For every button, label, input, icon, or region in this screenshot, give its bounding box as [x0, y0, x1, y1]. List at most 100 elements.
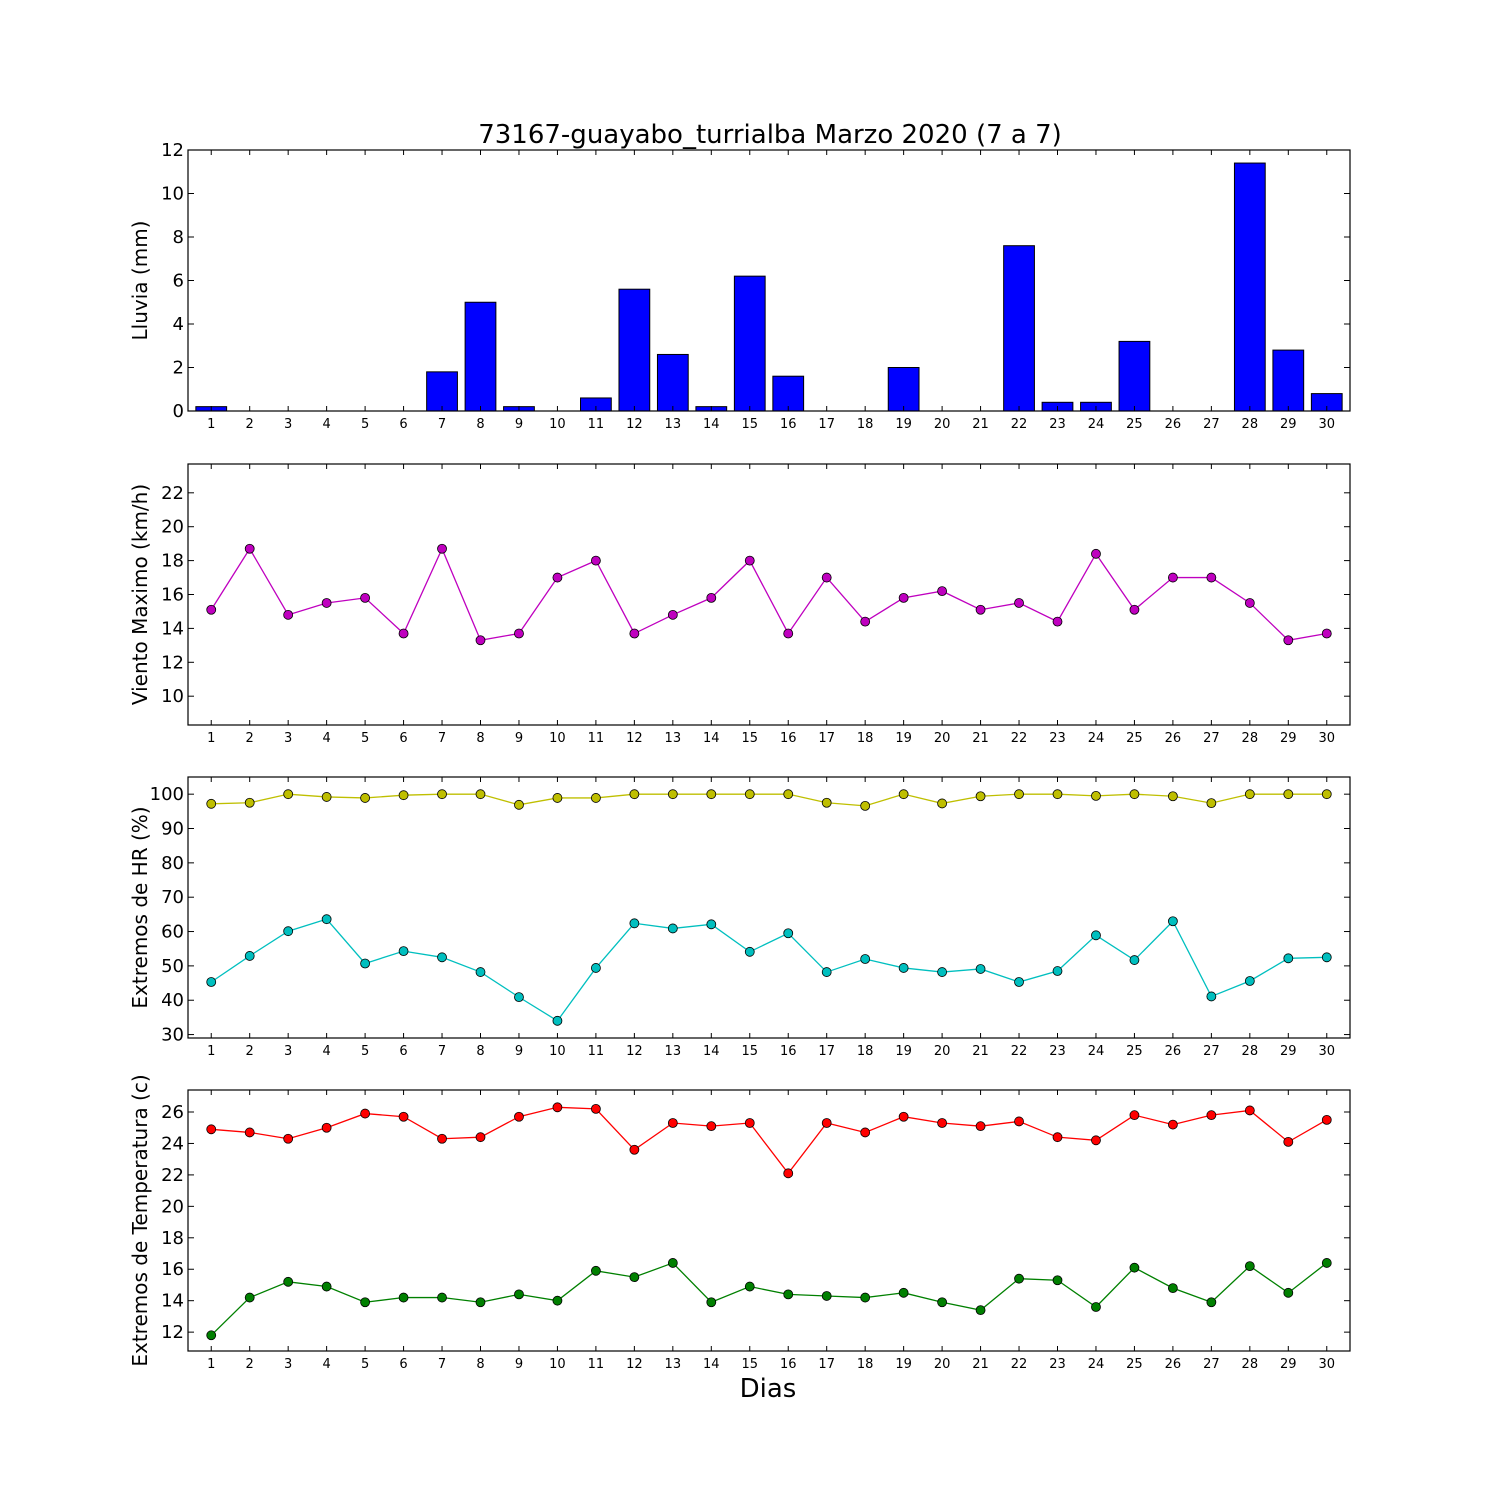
x-tick-label: 23 [1049, 731, 1066, 746]
y-tick-label: 10 [161, 686, 184, 707]
y-tick-label: 12 [161, 1322, 184, 1343]
point-s0-day-21 [975, 791, 986, 802]
point-s0-day-24 [1091, 548, 1101, 559]
point-s0-day-6 [398, 1111, 409, 1122]
x-tick-label: 10 [549, 731, 566, 746]
point-s0-day-14 [706, 592, 717, 603]
x-tick-label: 7 [438, 1044, 446, 1059]
x-tick-label: 22 [1011, 1044, 1028, 1059]
x-tick-label: 19 [895, 417, 912, 432]
point-s1-day-8 [475, 967, 486, 977]
plot-frame [187, 776, 1351, 1039]
y-tick-label: 4 [173, 314, 184, 335]
y-tick-label: 12 [161, 140, 184, 161]
x-tick-label: 3 [284, 731, 292, 746]
y-tick-label: 12 [161, 652, 184, 673]
point-s1-day-27 [1206, 1297, 1217, 1308]
x-tick-label: 9 [515, 1044, 523, 1059]
point-s0-day-23 [1052, 789, 1063, 800]
point-s0-day-19 [898, 592, 909, 603]
point-s0-day-9 [514, 799, 524, 810]
point-s1-day-2 [244, 1292, 255, 1303]
point-s0-day-11 [591, 793, 601, 803]
plot-frame [187, 149, 1351, 412]
x-tick-label: 13 [665, 731, 682, 746]
x-tick-label: 24 [1088, 1357, 1105, 1372]
point-s1-day-21 [975, 1305, 986, 1316]
point-s0-day-4 [321, 792, 332, 802]
x-tick-label: 16 [780, 731, 797, 746]
point-s0-day-3 [283, 1133, 294, 1144]
point-s1-day-8 [475, 1297, 486, 1308]
x-tick-label: 9 [515, 417, 523, 432]
point-s0-day-25 [1129, 1110, 1140, 1121]
x-tick-label: 9 [515, 1357, 523, 1372]
point-s0-day-29 [1283, 1136, 1294, 1147]
x-tick-label: 17 [818, 417, 835, 432]
point-s1-day-27 [1206, 991, 1217, 1002]
x-tick-label: 23 [1049, 1044, 1066, 1059]
x-tick-label: 14 [703, 1357, 720, 1372]
point-s0-day-21 [975, 1121, 986, 1132]
y-axis-label: Extremos de HR (%) [128, 806, 152, 1008]
x-tick-label: 16 [780, 417, 797, 432]
point-s1-day-19 [898, 963, 909, 973]
point-s1-day-19 [898, 1287, 909, 1298]
bar-day-29 [1272, 349, 1305, 412]
x-tick-label: 24 [1088, 417, 1105, 432]
y-tick-label: 90 [161, 819, 184, 840]
x-tick-label: 14 [703, 731, 720, 746]
point-s0-day-1 [206, 1124, 217, 1135]
x-tick-label: 8 [476, 417, 484, 432]
point-s0-day-3 [283, 609, 294, 620]
point-s1-day-4 [321, 1281, 332, 1292]
point-s1-day-18 [860, 954, 871, 964]
point-s0-day-12 [629, 628, 640, 639]
x-tick-label: 3 [284, 417, 292, 432]
x-tick-label: 13 [665, 1044, 682, 1059]
x-tick-label: 28 [1242, 1357, 1259, 1372]
point-s1-day-25 [1129, 955, 1140, 965]
x-tick-label: 4 [322, 1044, 330, 1059]
x-tick-label: 6 [399, 1044, 407, 1059]
point-s0-day-7 [437, 1133, 447, 1144]
point-s1-day-6 [398, 1292, 409, 1303]
x-tick-label: 3 [284, 1357, 292, 1372]
x-tick-label: 2 [246, 731, 254, 746]
point-s0-day-6 [398, 790, 409, 801]
bar-day-15 [733, 275, 766, 412]
x-tick-label: 10 [549, 1044, 566, 1059]
point-s0-day-14 [706, 1121, 717, 1132]
point-s0-day-12 [629, 1144, 640, 1155]
point-s0-day-1 [206, 798, 217, 809]
point-s0-day-24 [1091, 790, 1101, 801]
y-tick-label: 100 [150, 784, 184, 805]
x-tick-label: 12 [626, 1044, 643, 1059]
x-tick-label: 11 [588, 1044, 605, 1059]
x-tick-label: 8 [476, 1044, 484, 1059]
x-tick-label: 2 [246, 1357, 254, 1372]
x-tick-label: 8 [476, 1357, 484, 1372]
x-tick-label: 1 [207, 1357, 215, 1372]
x-tick-label: 29 [1280, 417, 1297, 432]
x-tick-label: 28 [1242, 1044, 1259, 1059]
y-tick-label: 10 [161, 184, 184, 205]
x-tick-label: 20 [934, 1357, 951, 1372]
point-s0-day-4 [321, 598, 332, 608]
point-s1-day-21 [975, 964, 986, 974]
point-s1-day-29 [1283, 953, 1294, 964]
point-s0-day-15 [744, 1118, 755, 1128]
y-axis-label: Viento Maximo (km/h) [128, 484, 152, 705]
y-tick-label: 16 [161, 1259, 184, 1280]
y-tick-label: 14 [161, 1291, 184, 1312]
point-s0-day-13 [667, 609, 678, 620]
point-s0-day-5 [360, 1108, 371, 1119]
point-s0-day-3 [283, 789, 294, 800]
y-tick-label: 22 [161, 483, 184, 504]
x-tick-label: 11 [588, 417, 605, 432]
x-tick-label: 5 [361, 1357, 369, 1372]
plot-frame [187, 1089, 1351, 1352]
